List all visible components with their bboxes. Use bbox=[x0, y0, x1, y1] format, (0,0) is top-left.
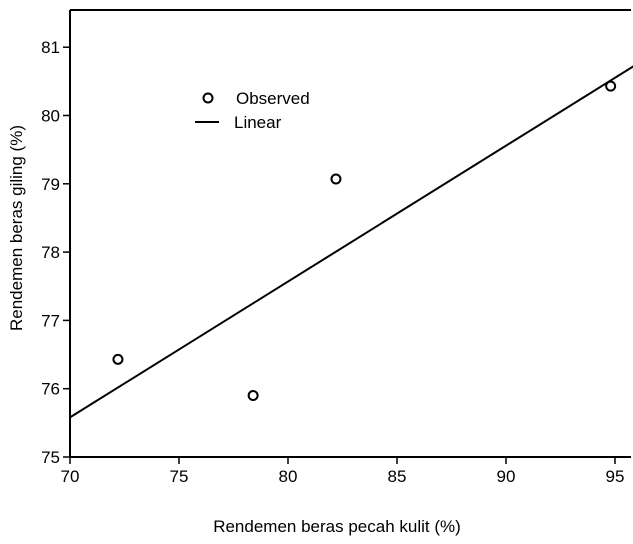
legend-label: Linear bbox=[234, 113, 282, 132]
y-tick-label: 79 bbox=[41, 175, 60, 194]
data-point bbox=[112, 353, 124, 365]
data-point bbox=[247, 390, 259, 402]
fit-line bbox=[69, 65, 633, 419]
data-point bbox=[330, 173, 342, 185]
plot-marks bbox=[69, 65, 633, 419]
y-tick-label: 80 bbox=[41, 107, 60, 126]
x-tick-label: 70 bbox=[61, 467, 80, 486]
y-axis-title: Rendemen beras giling (%) bbox=[7, 125, 26, 331]
y-tick-label: 76 bbox=[41, 380, 60, 399]
x-tick-label: 95 bbox=[606, 467, 625, 486]
legend-label: Observed bbox=[236, 89, 310, 108]
x-tick-label: 85 bbox=[388, 467, 407, 486]
y-tick-label: 77 bbox=[41, 311, 60, 330]
x-axis-title: Rendemen beras pecah kulit (%) bbox=[213, 517, 461, 536]
x-tick-label: 90 bbox=[497, 467, 516, 486]
y-tick-label: 75 bbox=[41, 448, 60, 467]
y-tick-label: 81 bbox=[41, 38, 60, 57]
x-tick-label: 75 bbox=[170, 467, 189, 486]
x-tick-label: 80 bbox=[279, 467, 298, 486]
legend-circle-symbol bbox=[202, 92, 214, 104]
y-tick-label: 78 bbox=[41, 243, 60, 262]
legend: Observed Linear bbox=[195, 89, 310, 132]
